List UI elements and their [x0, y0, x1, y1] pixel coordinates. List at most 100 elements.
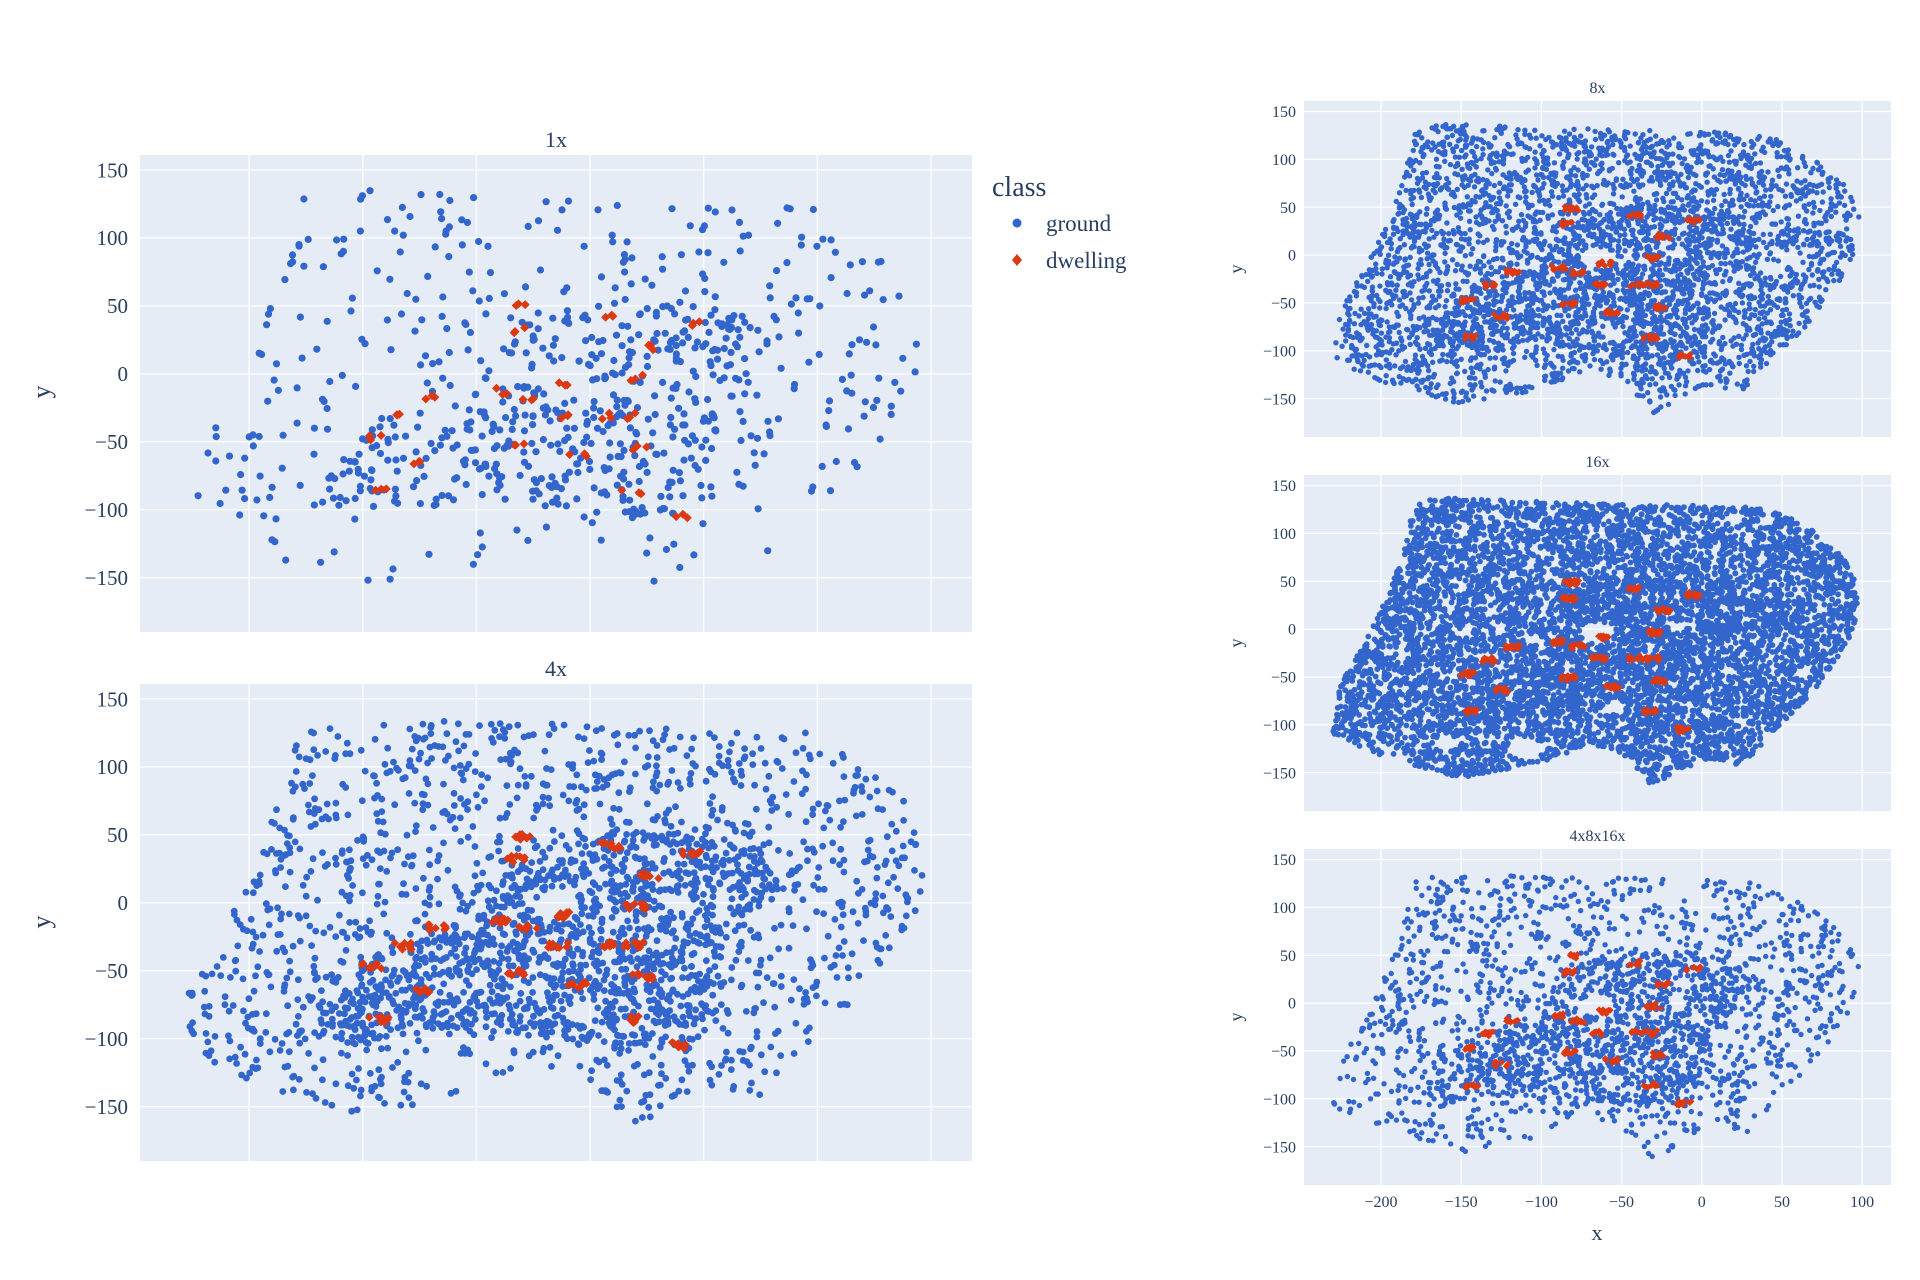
ground-point	[625, 1047, 632, 1054]
ground-point	[753, 733, 761, 741]
ground-point	[692, 875, 700, 882]
ground-point	[848, 950, 856, 958]
ground-point	[285, 910, 293, 918]
ground-point	[585, 912, 592, 920]
ground-point	[613, 201, 621, 210]
ground-point	[783, 259, 791, 267]
ground-point	[279, 1088, 287, 1095]
ground-point	[679, 974, 686, 982]
ground-point	[649, 429, 657, 437]
ground-point	[628, 958, 635, 965]
ground-point	[405, 762, 413, 770]
ground-point	[311, 1064, 318, 1072]
ground-point	[676, 358, 685, 366]
ground-point	[677, 1002, 685, 1010]
ground-point	[805, 358, 813, 366]
ground-point	[1492, 355, 1499, 361]
ground-point	[487, 720, 495, 728]
ground-point	[826, 487, 835, 495]
ground-point	[194, 492, 202, 500]
ground-point	[819, 235, 827, 243]
ground-point	[884, 879, 892, 887]
ground-point	[610, 983, 618, 990]
ground-point	[772, 1030, 779, 1037]
ground-point	[475, 297, 483, 305]
ground-point	[593, 1056, 601, 1064]
ground-point	[635, 1002, 642, 1010]
subplot-title: 1x	[545, 127, 567, 152]
ground-point	[500, 345, 508, 353]
ground-point	[566, 993, 574, 1001]
ground-point	[792, 1019, 800, 1027]
ground-point	[369, 502, 378, 510]
ground-point	[1784, 215, 1790, 222]
ground-point	[443, 730, 451, 738]
ground-point	[687, 880, 695, 887]
ground-point	[387, 346, 395, 354]
ground-point	[468, 899, 476, 906]
ground-point	[294, 1013, 302, 1020]
ground-point	[615, 948, 623, 956]
ground-point	[577, 961, 584, 969]
ground-point	[826, 816, 834, 824]
ground-point	[762, 885, 770, 893]
ground-point	[711, 293, 719, 301]
ground-point	[691, 344, 699, 352]
ground-point	[722, 849, 730, 857]
ground-point	[378, 955, 386, 963]
ground-point	[492, 1069, 500, 1077]
ground-point	[860, 412, 868, 420]
ground-point	[824, 932, 832, 940]
ground-point	[578, 783, 585, 791]
ground-point	[872, 895, 879, 903]
ground-point	[584, 360, 593, 368]
ground-point	[669, 986, 677, 994]
ground-point	[412, 955, 420, 963]
ground-point	[211, 1033, 219, 1040]
ground-point	[356, 227, 364, 235]
ground-point	[533, 806, 540, 814]
ground-point	[290, 1086, 297, 1094]
ground-point	[873, 787, 881, 795]
ground-point	[678, 957, 686, 965]
ground-point	[487, 853, 495, 860]
ground-point	[496, 481, 504, 489]
ground-point	[843, 289, 851, 298]
ground-point	[201, 987, 209, 995]
ground-point	[846, 261, 854, 269]
ground-series	[185, 718, 926, 1125]
ground-point	[332, 978, 340, 986]
dwelling-point	[671, 512, 681, 522]
ground-point	[343, 858, 350, 866]
ground-point	[679, 1013, 687, 1021]
ground-point	[587, 1076, 594, 1083]
ground-point	[368, 466, 376, 475]
ground-point	[636, 1039, 644, 1046]
ground-point	[1407, 254, 1413, 260]
ground-point	[426, 846, 433, 854]
ground-point	[599, 865, 606, 872]
ground-point	[575, 357, 583, 365]
ground-point	[440, 780, 447, 788]
ground-point	[727, 348, 735, 356]
ground-point	[344, 1004, 352, 1012]
ground-point	[548, 720, 556, 728]
ground-point	[458, 1014, 465, 1022]
ground-point	[698, 494, 706, 502]
ground-point	[686, 775, 694, 783]
ground-point	[1336, 316, 1343, 323]
ground-point	[323, 317, 331, 325]
ground-point	[303, 873, 310, 881]
ground-point	[677, 251, 686, 259]
ground-point	[300, 262, 308, 270]
ground-point	[610, 299, 619, 307]
ground-point	[668, 887, 676, 895]
ground-point	[508, 898, 516, 906]
ground-point	[475, 465, 484, 473]
ground-point	[706, 967, 713, 974]
ground-point	[609, 369, 617, 377]
ground-point	[530, 1012, 537, 1020]
ground-point	[357, 1086, 365, 1094]
ground-point	[681, 436, 689, 444]
ground-point	[488, 988, 496, 996]
